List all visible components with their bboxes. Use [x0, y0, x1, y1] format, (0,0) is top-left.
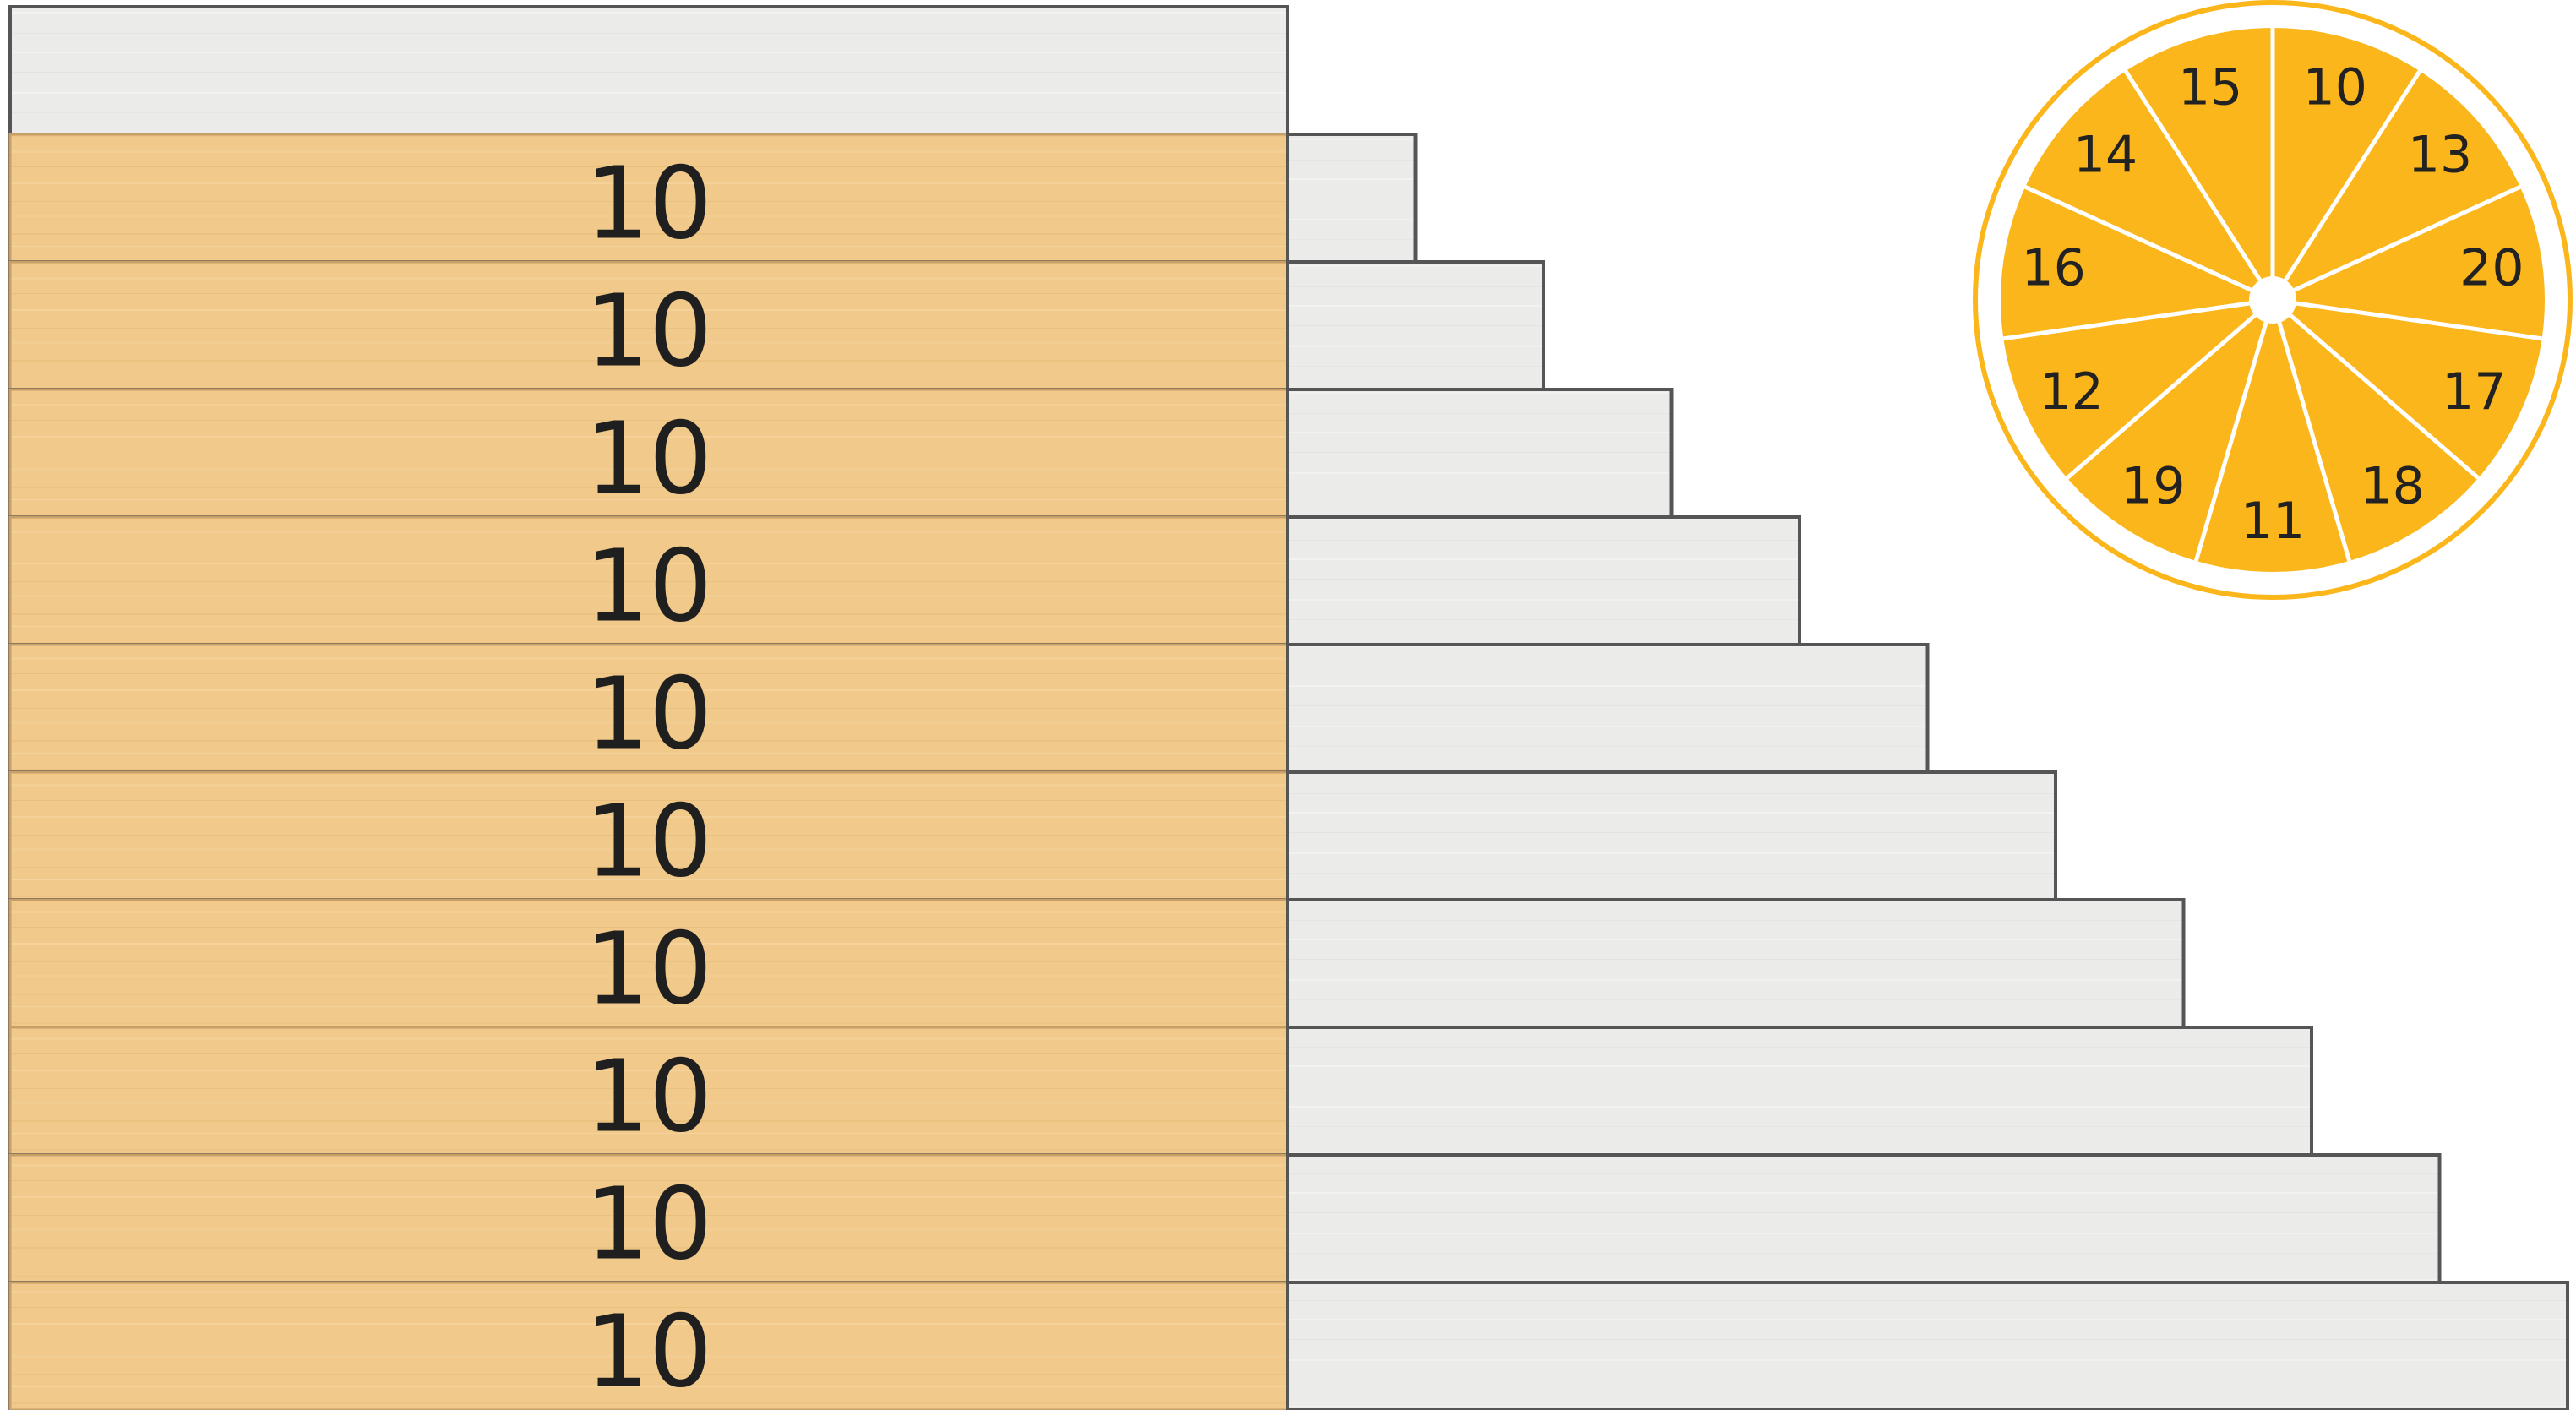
board-row: 10	[10, 389, 1672, 517]
board-label: 10	[585, 1293, 712, 1410]
board-row: 10	[10, 1027, 2312, 1155]
board-label: 10	[585, 145, 712, 262]
wheel-segment-label: 12	[2039, 362, 2103, 422]
board-row: 10	[10, 1155, 2440, 1282]
gray-board	[10, 7, 1288, 134]
wheel-segment-label: 18	[2360, 456, 2424, 515]
board-row: 10	[10, 772, 2056, 900]
wheel-segment-label: 20	[2459, 239, 2524, 298]
board-label: 10	[585, 1038, 712, 1155]
wheel-segment-label: 17	[2442, 362, 2506, 422]
board-label: 10	[585, 656, 712, 772]
wheel-segment-label: 14	[2073, 125, 2138, 184]
board-label: 10	[585, 273, 712, 389]
board-row: 10	[10, 262, 1544, 389]
wheel-segment-label: 16	[2021, 239, 2085, 298]
board-label: 10	[585, 911, 712, 1027]
wheel-segment-label: 11	[2241, 492, 2305, 551]
board-row: 10	[10, 645, 1928, 772]
board-row: 10	[10, 134, 1416, 262]
board-label: 10	[585, 400, 712, 517]
board-row: 10	[10, 517, 1800, 645]
board-label: 10	[585, 783, 712, 900]
wheel-segment-label: 13	[2408, 125, 2472, 184]
wheel-segment-label: 10	[2303, 58, 2367, 117]
board-row: 10	[10, 900, 2184, 1027]
board-row	[10, 7, 1288, 134]
wheel-hub	[2249, 276, 2296, 324]
board-label: 10	[585, 528, 712, 645]
number-wheel: 10 13 20 17 18 11 19 12 16 14 15	[1975, 3, 2570, 597]
wheel-segment-label: 15	[2178, 58, 2242, 117]
board-label: 10	[585, 1166, 712, 1282]
wheel-segment-label: 19	[2121, 456, 2185, 515]
